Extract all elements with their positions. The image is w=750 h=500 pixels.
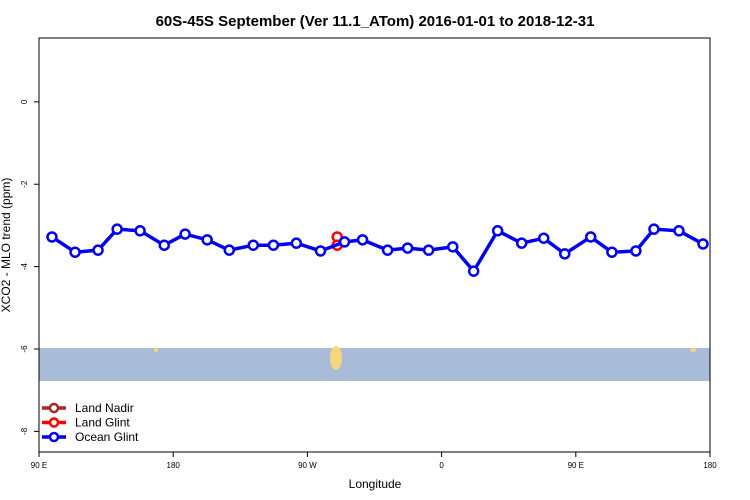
y-tick-label: -6: [20, 345, 29, 353]
legend-marker: [48, 431, 60, 443]
data-point: [290, 237, 303, 249]
y-tick-label: -4: [20, 263, 29, 271]
data-point: [158, 239, 171, 251]
y-tick-label: -8: [20, 427, 29, 435]
data-point: [134, 225, 146, 237]
x-tick-label: 90 W: [298, 461, 317, 470]
data-point: [491, 225, 504, 237]
legend-marker: [48, 402, 60, 414]
x-tick-label: 90 E: [31, 461, 47, 470]
chart-title: 60S-45S September (Ver 11.1_ATom) 2016-0…: [156, 13, 595, 30]
map-ocean: [39, 348, 710, 381]
data-point: [673, 225, 685, 237]
data-point: [247, 239, 260, 251]
data-point: [381, 244, 394, 256]
legend-label: Land Glint: [75, 416, 130, 430]
data-point: [467, 265, 480, 277]
legend-marker: [48, 417, 60, 428]
data-point: [314, 245, 327, 257]
x-tick-label: 180: [703, 461, 717, 470]
data-point: [92, 244, 104, 256]
data-point: [697, 238, 709, 250]
data-point: [537, 232, 550, 244]
legend-label: Ocean Glint: [75, 430, 139, 444]
data-point: [69, 246, 81, 258]
y-tick-label: -2: [20, 180, 29, 188]
x-tick-label: 0: [439, 461, 444, 470]
data-point: [223, 244, 236, 256]
data-point: [584, 231, 597, 243]
data-point: [606, 246, 618, 258]
map-land: [154, 348, 158, 352]
data-point: [267, 239, 280, 251]
plot-frame: [38, 37, 711, 453]
data-point: [630, 245, 642, 257]
legend-label: Land Nadir: [75, 401, 134, 415]
series-line: [51, 227, 704, 275]
data-point: [356, 234, 369, 246]
data-point: [338, 236, 351, 248]
data-point: [559, 248, 571, 260]
y-tick-label: 0: [20, 99, 29, 104]
x-axis-label: Longitude: [349, 477, 402, 491]
data-point: [422, 244, 435, 256]
map-land: [690, 348, 696, 352]
data-point: [179, 228, 191, 240]
x-tick-label: 90 E: [568, 461, 584, 470]
map-land: [330, 346, 342, 370]
data-point: [401, 242, 414, 254]
data-point: [447, 241, 459, 253]
data-point: [515, 237, 528, 249]
y-axis-label: XCO2 - MLO trend (ppm): [0, 178, 13, 313]
data-point: [111, 223, 123, 235]
data-point: [648, 223, 660, 235]
data-point: [46, 231, 58, 243]
data-point: [201, 234, 213, 246]
x-tick-label: 180: [167, 461, 181, 470]
